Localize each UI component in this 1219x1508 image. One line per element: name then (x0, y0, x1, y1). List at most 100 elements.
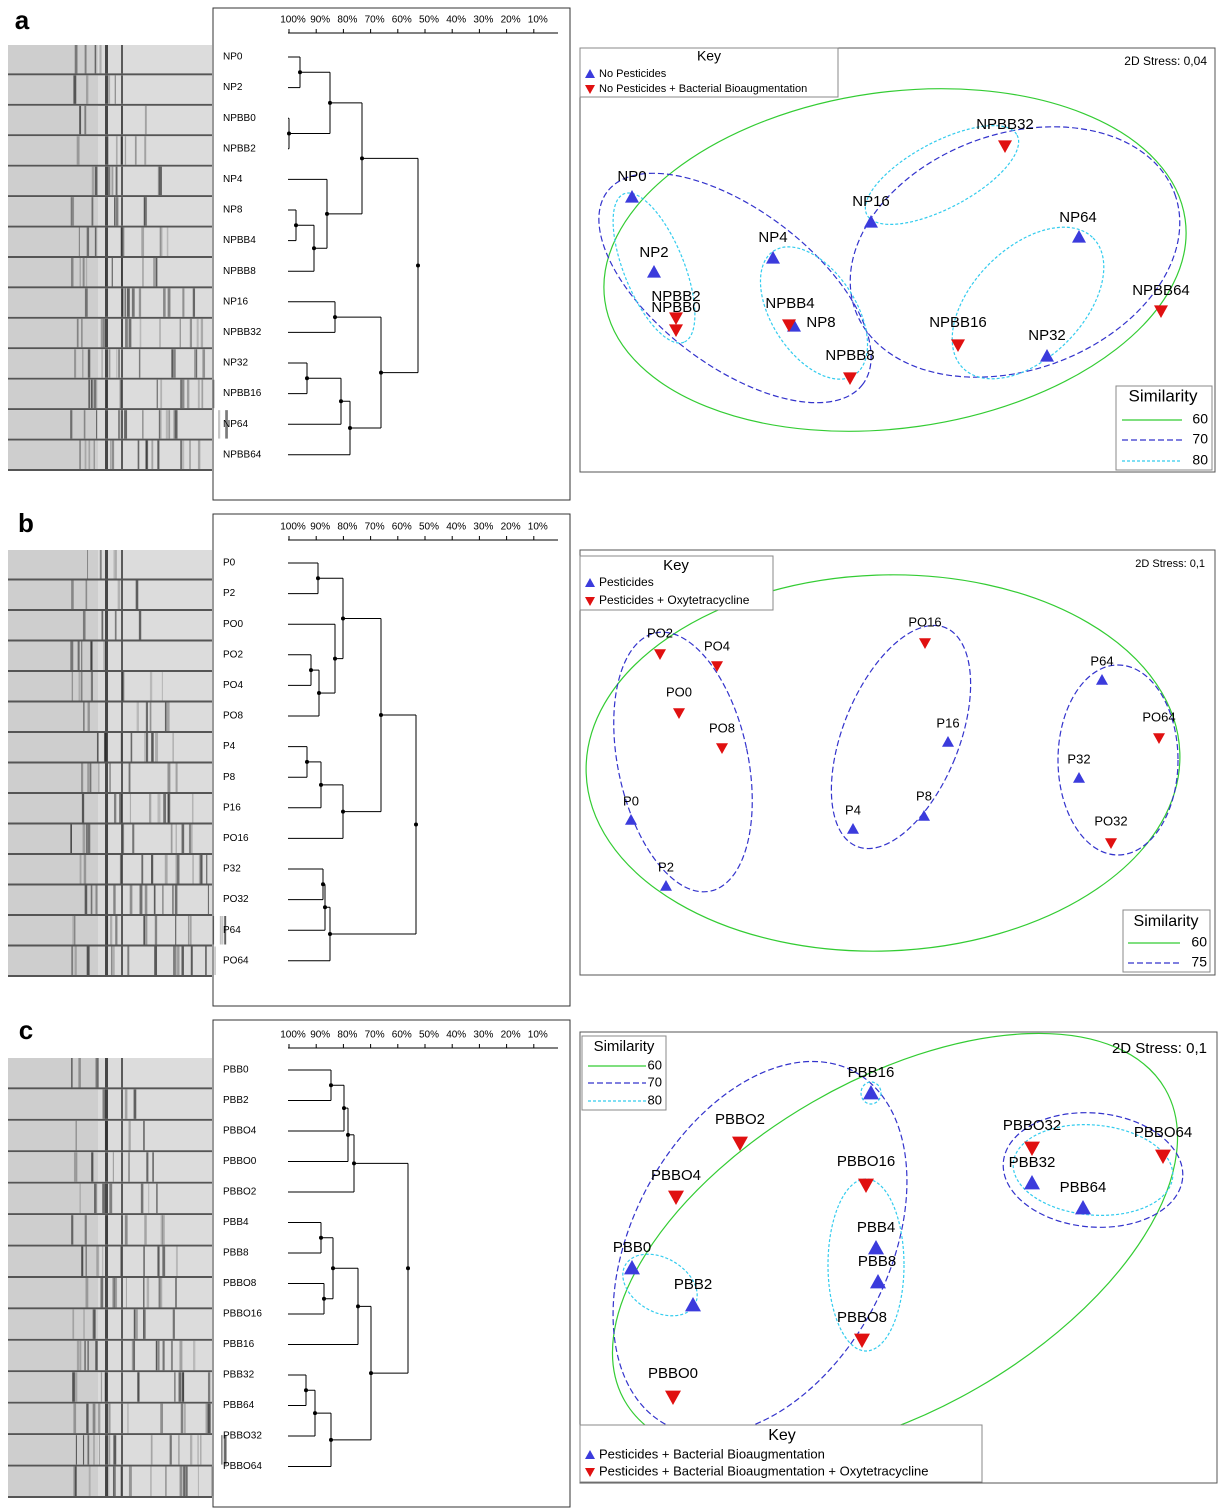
point-label: NPBB4 (765, 295, 814, 312)
gel-band (168, 410, 170, 438)
gel-band (171, 349, 173, 377)
gel-band (194, 349, 197, 377)
gel-band (97, 733, 99, 762)
key-entry: Pesticides + Bacterial Bioaugmentation (599, 1446, 825, 1461)
point-label: PO2 (647, 625, 673, 640)
gel-band (208, 1404, 210, 1433)
point-label: PBBO16 (837, 1153, 895, 1170)
gel-band (96, 1247, 99, 1276)
gel-lane-shade (8, 1215, 98, 1244)
gel-band (105, 1184, 108, 1213)
gel-band (95, 228, 97, 256)
gel-band (163, 794, 166, 823)
gel-band (173, 1309, 175, 1338)
gel-band (121, 855, 123, 884)
sample-label: NPBB64 (223, 449, 262, 460)
gel-band (83, 1435, 84, 1464)
scale-label: 100% (280, 1030, 306, 1041)
gel-band (105, 441, 108, 469)
dendrogram-node (416, 263, 420, 267)
gel-band (105, 1121, 108, 1150)
gel-band (112, 441, 114, 469)
gel-band (105, 106, 108, 134)
gel-band (162, 1247, 165, 1276)
gel-band (73, 75, 76, 103)
gel-band (96, 1058, 99, 1087)
gel-band (175, 916, 176, 945)
gel-band (93, 1404, 96, 1433)
gel-band (159, 1278, 161, 1307)
gel-band (128, 764, 130, 793)
point-label: PBBO2 (715, 1111, 765, 1128)
sample-label: NPBB16 (223, 388, 262, 399)
panel-label: b (18, 508, 34, 538)
point-label: PO4 (704, 638, 730, 653)
gel-band (70, 825, 71, 854)
gel-band (128, 1152, 129, 1181)
gel-lane-shade (8, 1152, 98, 1181)
point-label: PBBO4 (651, 1167, 701, 1184)
gel-lane-shade (8, 1404, 98, 1433)
similarity-contour (580, 565, 1187, 962)
gel-band (121, 410, 123, 438)
gel-band (190, 916, 192, 945)
gel-band (127, 288, 130, 316)
gel-lane-shade (8, 733, 98, 762)
gel-band (171, 1341, 173, 1370)
gel-band (105, 288, 108, 316)
gel-band (105, 1467, 108, 1496)
gel-band (105, 167, 108, 195)
gel-band (113, 886, 115, 915)
similarity-contour (560, 129, 909, 446)
gel-band (139, 288, 141, 316)
gel-band (85, 1215, 87, 1244)
gel-lane-shade (8, 1278, 98, 1307)
gel-band (92, 197, 94, 225)
gel-lane-shade (8, 349, 98, 377)
dendrogram-node (414, 823, 418, 827)
gel-band (139, 349, 140, 377)
gel-band (121, 1341, 123, 1370)
gel-lane-shade (8, 1435, 98, 1464)
nmds-point (669, 324, 683, 337)
gel-band (105, 75, 108, 103)
gel-band (114, 794, 116, 823)
gel-band (151, 855, 153, 884)
nmds-frame (580, 1032, 1217, 1483)
gel-band (121, 1058, 123, 1087)
gel-band (121, 642, 123, 671)
gel-band (137, 1372, 139, 1401)
scale-label: 60% (392, 15, 412, 26)
point-label: P8 (916, 788, 932, 803)
gel-band (87, 1341, 88, 1370)
gel-band (131, 733, 133, 762)
point-label: NPBB8 (825, 347, 874, 364)
point-label: NP16 (852, 193, 890, 210)
gel-band (145, 106, 147, 134)
nmds-point (919, 638, 931, 649)
gel-band (81, 672, 83, 701)
similarity-level: 60 (1191, 934, 1207, 950)
point-label: PBB64 (1060, 1179, 1107, 1196)
gel-band (143, 1247, 145, 1276)
scale-label: 10% (528, 522, 548, 533)
similarity-level: 60 (1192, 411, 1208, 427)
similarity-contour (803, 606, 999, 868)
gel-band (79, 228, 80, 256)
gel-band (146, 703, 148, 732)
scale-label: 90% (310, 522, 330, 533)
key-entry: Pesticides + Bacterial Bioaugmentation +… (599, 1463, 929, 1478)
sample-label: P2 (223, 588, 236, 599)
gel-band (121, 1404, 123, 1433)
gel-band (157, 1247, 159, 1276)
sample-label: NP2 (223, 82, 243, 93)
gel-band (125, 319, 128, 347)
gel-band (139, 611, 141, 640)
key-entry: No Pesticides (599, 68, 667, 80)
gel-band (178, 1435, 179, 1464)
gel-band (105, 228, 108, 256)
gel-band (126, 1278, 127, 1307)
gel-band (174, 349, 176, 377)
gel-band (163, 1341, 165, 1370)
gel-band (77, 319, 79, 347)
